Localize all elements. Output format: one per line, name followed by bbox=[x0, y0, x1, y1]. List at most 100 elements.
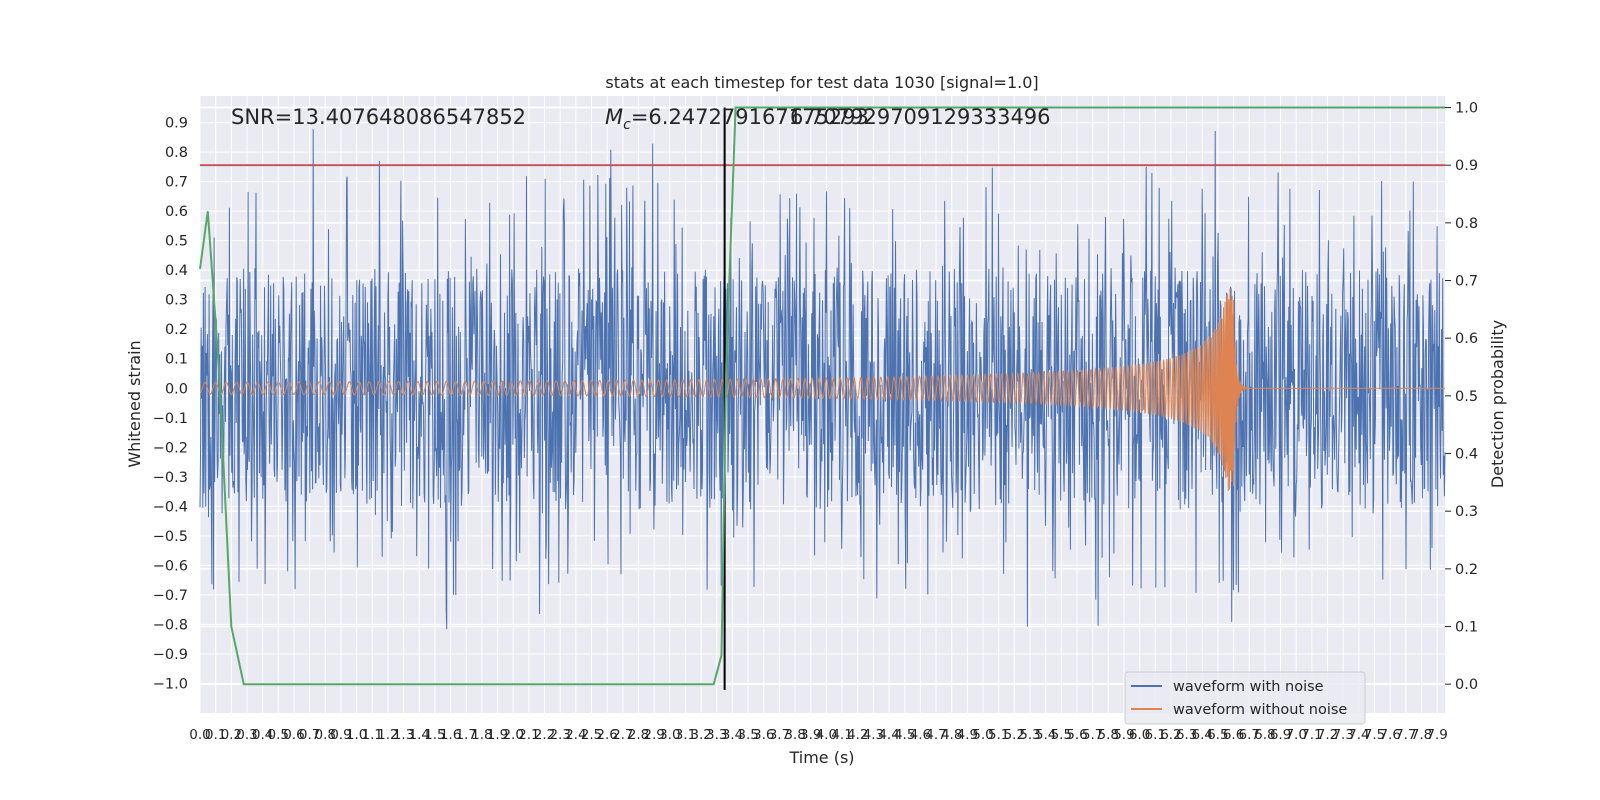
legend-box bbox=[1124, 671, 1366, 725]
x-tick-label: 7.9 bbox=[1426, 727, 1447, 743]
x-tick-label: 7.4 bbox=[1348, 727, 1369, 743]
x-tick-label: 6.5 bbox=[1207, 727, 1228, 743]
x-axis-label: Time (s) bbox=[788, 748, 854, 767]
x-tick-label: 3.2 bbox=[690, 727, 711, 743]
x-tick-label: 2.1 bbox=[518, 727, 539, 743]
x-tick-label: 0.8 bbox=[315, 727, 336, 743]
y2-tick-label: 0.8 bbox=[1455, 216, 1478, 232]
y-tick-label: 0.2 bbox=[165, 322, 188, 338]
x-tick-label: 6.6 bbox=[1223, 727, 1244, 743]
mc-annotation: Mc=6.247279167175293 bbox=[605, 105, 869, 133]
x-tick-label: 2.0 bbox=[502, 727, 523, 743]
x-tick-label: 2.9 bbox=[643, 727, 664, 743]
y-tick-labels: 0.9 0.8 0.7 0.6 0.5 0.4 0.3 0.2 0.1 0.0 −0.1 −0.2 −0… bbox=[153, 116, 188, 693]
x-tick-label: 6.8 bbox=[1254, 727, 1275, 743]
x-tick-label: 5.6 bbox=[1066, 727, 1087, 743]
snr-annotation: SNR=13.407648086547852 bbox=[231, 105, 526, 129]
x-tick-label: 1.6 bbox=[440, 727, 461, 743]
x-tick-label: 5.2 bbox=[1004, 727, 1025, 743]
x-tick-label: 4.4 bbox=[878, 727, 899, 743]
x-tick-label: 6.4 bbox=[1192, 727, 1213, 743]
x-tick-label: 7.8 bbox=[1411, 727, 1432, 743]
x-tick-label: 7.2 bbox=[1317, 727, 1338, 743]
x-tick-label: 2.6 bbox=[596, 727, 617, 743]
y-tick-label: 0.8 bbox=[165, 145, 188, 161]
x-tick-label: 1.5 bbox=[424, 727, 445, 743]
x-tick-label: 7.1 bbox=[1301, 727, 1322, 743]
x-tick-label: 4.8 bbox=[941, 727, 962, 743]
x-tick-label: 3.1 bbox=[675, 727, 696, 743]
x-tick-label: 4.1 bbox=[831, 727, 852, 743]
x-tick-label: 5.0 bbox=[972, 727, 993, 743]
y-tick-label: 0.0 bbox=[165, 381, 188, 397]
x-tick-label: 0.9 bbox=[330, 727, 351, 743]
legend-label-noise: waveform with noise bbox=[1173, 679, 1324, 695]
x-tick-label: 2.7 bbox=[612, 727, 633, 743]
x-tick-label: 6.0 bbox=[1129, 727, 1150, 743]
x-tick-label: 4.3 bbox=[863, 727, 884, 743]
x-tick-label: 2.8 bbox=[628, 727, 649, 743]
x-tick-label: 5.4 bbox=[1035, 727, 1056, 743]
mc-value: =6.247279167175293 bbox=[631, 105, 869, 129]
x-tick-label: 0.3 bbox=[236, 727, 257, 743]
y2-tick-label: 0.1 bbox=[1455, 620, 1478, 636]
y-tick-label: −0.4 bbox=[153, 499, 188, 515]
x-tick-label: 6.1 bbox=[1145, 727, 1166, 743]
y-axis-label: Whitened strain bbox=[125, 340, 144, 467]
x-tick-label: 3.6 bbox=[753, 727, 774, 743]
x-tick-label: 7.5 bbox=[1364, 727, 1385, 743]
x-tick-label: 6.2 bbox=[1160, 727, 1181, 743]
x-tick-label: 3.4 bbox=[722, 727, 743, 743]
x-tick-label: 5.3 bbox=[1019, 727, 1040, 743]
y-tick-label: −1.0 bbox=[153, 676, 188, 692]
y2-tick-label: 0.9 bbox=[1455, 158, 1478, 174]
y-tick-label: 0.6 bbox=[165, 204, 188, 220]
x-tick-label: 5.1 bbox=[988, 727, 1009, 743]
x-tick-label: 5.5 bbox=[1051, 727, 1072, 743]
x-tick-label: 3.8 bbox=[784, 727, 805, 743]
mc-symbol: M bbox=[605, 105, 623, 129]
x-tick-label: 3.9 bbox=[800, 727, 821, 743]
x-tick-label: 3.7 bbox=[769, 727, 790, 743]
x-tick-label: 7.3 bbox=[1332, 727, 1353, 743]
x-tick-label: 1.8 bbox=[471, 727, 492, 743]
x-tick-label: 0.7 bbox=[299, 727, 320, 743]
chart-title: stats at each timestep for test data 103… bbox=[605, 73, 1038, 92]
y2-tick-label: 0.2 bbox=[1455, 562, 1478, 578]
x-tick-label: 1.2 bbox=[377, 727, 398, 743]
y-tick-label: 0.1 bbox=[165, 352, 188, 368]
x-tick-label: 0.0 bbox=[189, 727, 210, 743]
x-tick-label: 2.4 bbox=[565, 727, 586, 743]
y-tick-label: −0.6 bbox=[153, 558, 188, 574]
x-tick-label: 2.5 bbox=[581, 727, 602, 743]
x-tick-label: 1.0 bbox=[346, 727, 367, 743]
x-tick-label: 2.3 bbox=[549, 727, 570, 743]
x-tick-label: 3.3 bbox=[706, 727, 727, 743]
x-tick-label: 6.9 bbox=[1270, 727, 1291, 743]
x-tick-label: 6.3 bbox=[1176, 727, 1197, 743]
y-tick-label: −0.9 bbox=[153, 647, 188, 663]
y2-axis-label: Detection probability bbox=[1488, 320, 1507, 488]
x-tick-label: 0.1 bbox=[205, 727, 226, 743]
x-tick-label: 0.2 bbox=[221, 727, 242, 743]
x-tick-label: 4.6 bbox=[910, 727, 931, 743]
y-tick-label: −0.3 bbox=[153, 470, 188, 486]
series-waveform-with-noise bbox=[199, 129, 1446, 630]
x-tick-label: 1.9 bbox=[487, 727, 508, 743]
y2-tick-labels: 1.0 0.9 0.8 0.7 0.6 0.5 0.4 0.3 0.2 0.1 0.0 bbox=[1455, 101, 1478, 694]
x-tick-label: 1.1 bbox=[362, 727, 383, 743]
x-tick-label: 7.0 bbox=[1285, 727, 1306, 743]
y-tick-label: −0.7 bbox=[153, 588, 188, 604]
x-tick-label: 0.6 bbox=[283, 727, 304, 743]
x-tick-label: 5.8 bbox=[1098, 727, 1119, 743]
x-tick-label: 1.3 bbox=[393, 727, 414, 743]
y2-tick-label: 0.5 bbox=[1455, 389, 1478, 405]
y-tick-label: −0.2 bbox=[153, 440, 188, 456]
y-tick-label: 0.4 bbox=[165, 263, 188, 279]
y2-tick-label: 0.6 bbox=[1455, 331, 1478, 347]
y2-tick-label: 0.4 bbox=[1455, 447, 1478, 463]
x-tick-label: 4.5 bbox=[894, 727, 915, 743]
legend: waveform with noise waveform without noi… bbox=[1124, 671, 1366, 725]
y-tick-label: 0.9 bbox=[165, 116, 188, 132]
